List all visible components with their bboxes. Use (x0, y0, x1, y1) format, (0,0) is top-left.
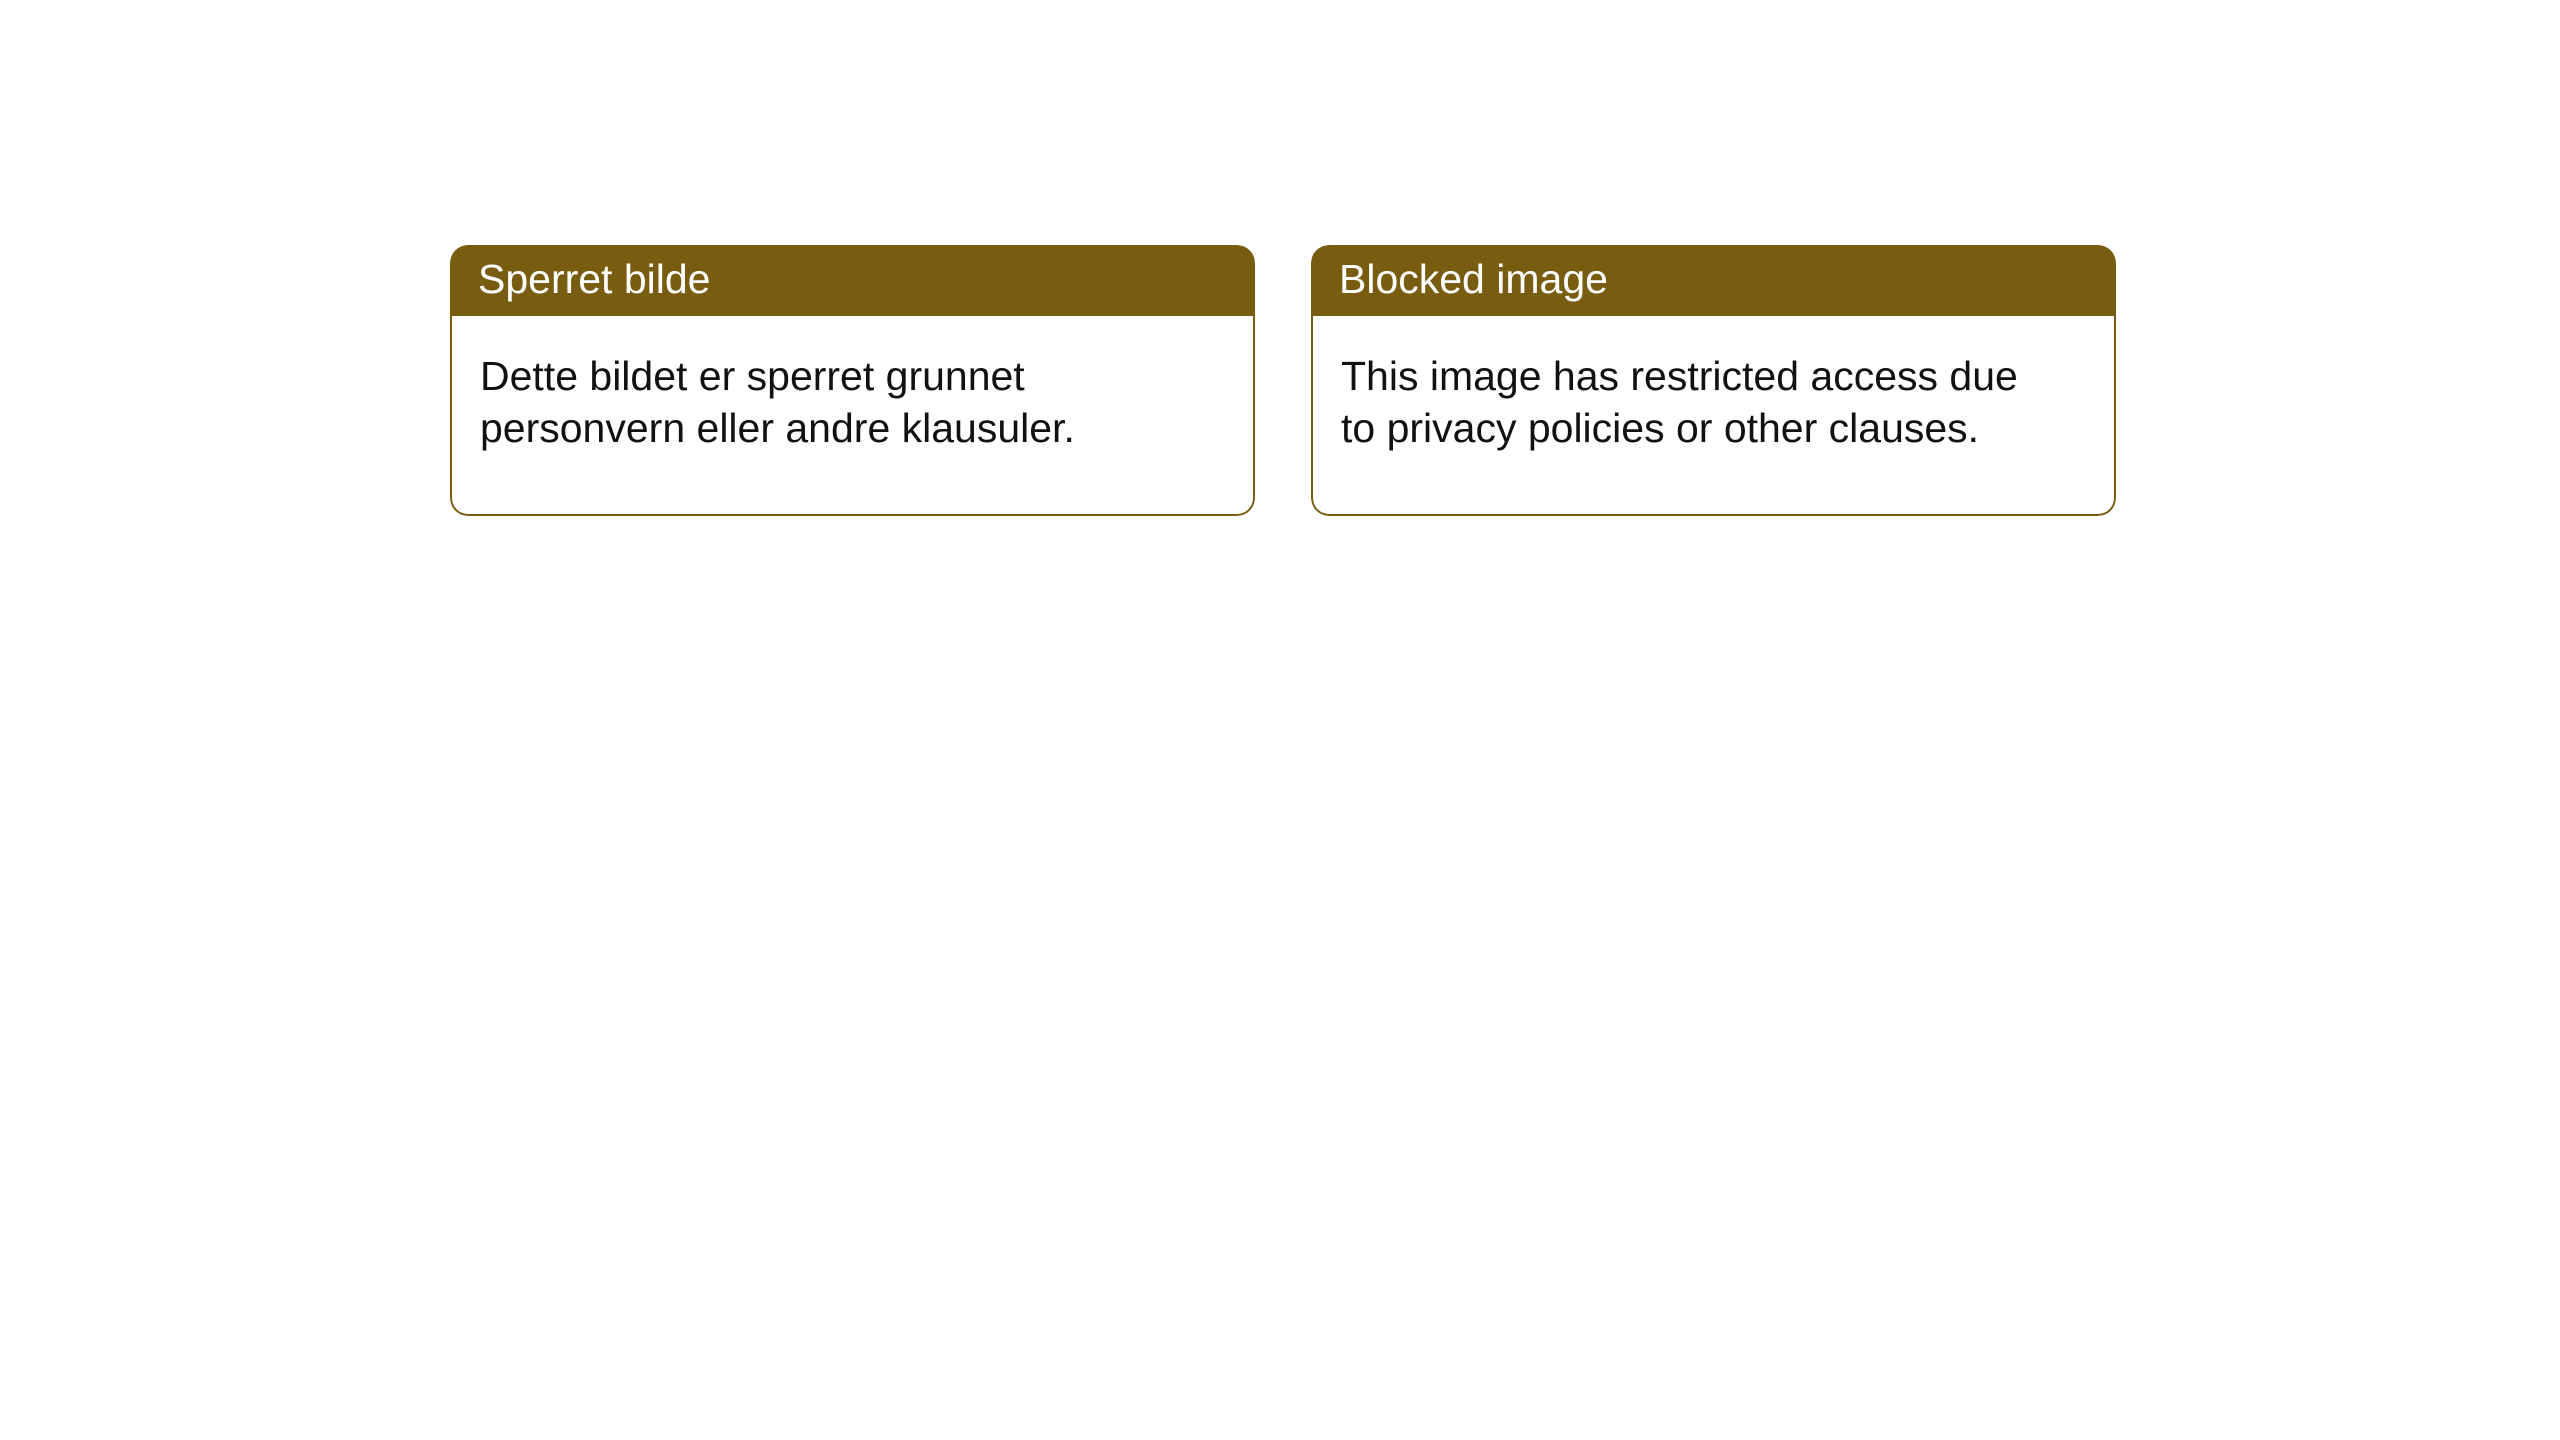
notice-title-en: Blocked image (1339, 256, 1608, 302)
notice-body-no: Dette bildet er sperret grunnet personve… (450, 316, 1255, 516)
notice-body-en: This image has restricted access due to … (1311, 316, 2116, 516)
notice-container: Sperret bilde Dette bildet er sperret gr… (0, 0, 2560, 516)
notice-header-no: Sperret bilde (450, 245, 1255, 316)
notice-message-en: This image has restricted access due to … (1341, 350, 2041, 454)
notice-card-en: Blocked image This image has restricted … (1311, 245, 2116, 516)
notice-card-no: Sperret bilde Dette bildet er sperret gr… (450, 245, 1255, 516)
notice-header-en: Blocked image (1311, 245, 2116, 316)
notice-message-no: Dette bildet er sperret grunnet personve… (480, 350, 1180, 454)
notice-title-no: Sperret bilde (478, 256, 710, 302)
